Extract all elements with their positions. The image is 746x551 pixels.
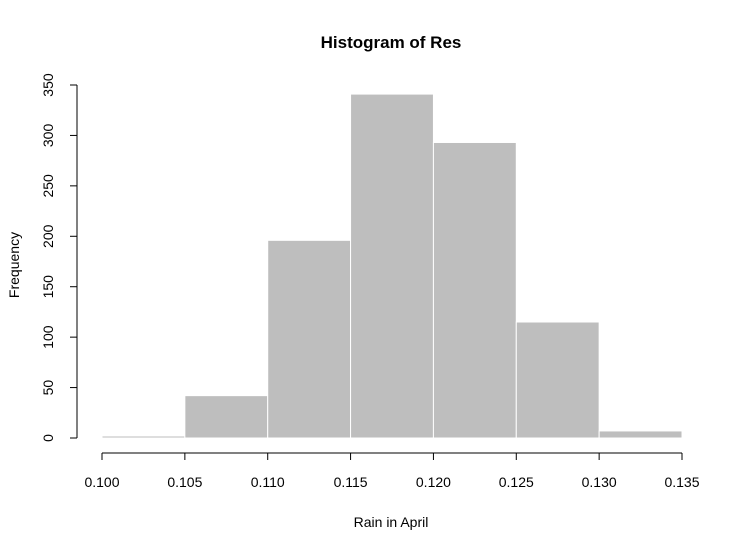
y-tick-label-8: 350 bbox=[40, 73, 56, 97]
x-tick-label-4: 0.115 bbox=[334, 474, 368, 490]
y-tick-label-6: 250 bbox=[40, 174, 56, 198]
y-tick-label-2: 50 bbox=[40, 380, 56, 396]
x-tick-label-8: 0.135 bbox=[664, 474, 699, 490]
x-tick-label-6: 0.125 bbox=[499, 474, 534, 490]
y-tick-label-3: 100 bbox=[40, 325, 56, 349]
x-axis-label: Rain in April bbox=[354, 514, 429, 530]
histogram-bar-2 bbox=[184, 395, 269, 439]
y-axis-label: Frequency bbox=[6, 232, 22, 298]
y-tick-label-5: 200 bbox=[40, 224, 56, 248]
y-tick-label-1: 0 bbox=[40, 434, 56, 442]
histogram-bars bbox=[101, 93, 683, 439]
x-tick-label-3: 0.110 bbox=[251, 474, 285, 490]
histogram-bar-3 bbox=[267, 239, 352, 439]
histogram-bar-1 bbox=[101, 435, 186, 439]
histogram-bar-4 bbox=[350, 93, 434, 439]
x-tick-label-2: 0.105 bbox=[167, 474, 202, 490]
histogram-bar-7 bbox=[598, 430, 683, 439]
chart-title: Histogram of Res bbox=[321, 33, 462, 52]
y-tick-label-4: 150 bbox=[40, 275, 56, 299]
y-axis: 0 50 100 150 200 250 300 350 bbox=[40, 73, 78, 442]
x-tick-label-5: 0.120 bbox=[416, 474, 451, 490]
histogram-bar-6 bbox=[515, 321, 600, 439]
x-tick-label-7: 0.130 bbox=[582, 474, 617, 490]
x-tick-label-1: 0.100 bbox=[84, 474, 119, 490]
x-axis: 0.100 0.105 0.110 0.115 0.120 0.125 0.130 0.135 bbox=[84, 452, 700, 490]
histogram-bar-5 bbox=[432, 141, 517, 439]
y-tick-label-7: 300 bbox=[40, 124, 56, 148]
